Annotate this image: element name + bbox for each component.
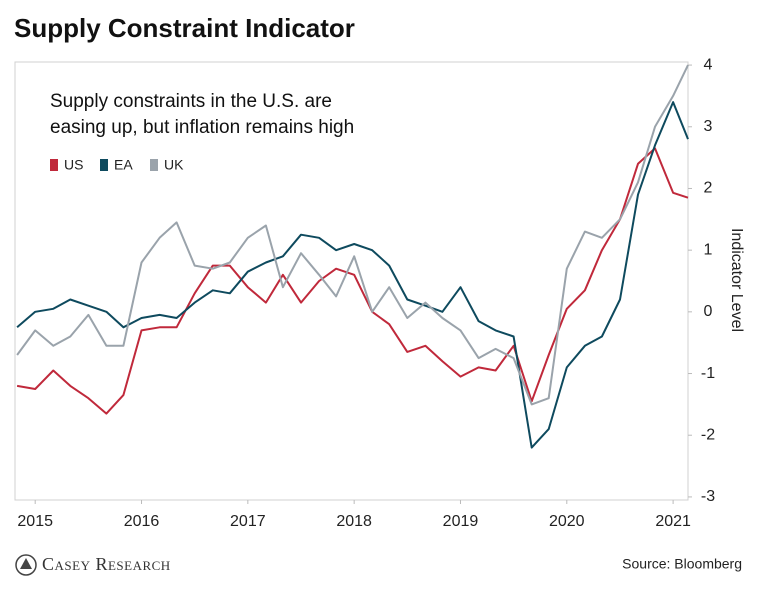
legend-label: EA bbox=[114, 157, 133, 173]
series-line bbox=[16, 147, 689, 415]
legend-label: UK bbox=[164, 157, 184, 173]
y-tick-label: 1 bbox=[704, 241, 713, 258]
x-tick-label: 2016 bbox=[124, 513, 160, 530]
annotation: easing up, but inflation remains high bbox=[50, 117, 354, 138]
y-tick-label: 2 bbox=[704, 180, 713, 197]
chart-title: Supply Constraint Indicator bbox=[14, 13, 355, 43]
series-line bbox=[16, 64, 689, 406]
brand: Casey Research bbox=[42, 554, 171, 574]
plot-frame bbox=[14, 61, 689, 501]
y-axis-label: Indicator Level bbox=[728, 228, 745, 332]
annotation: Supply constraints in the U.S. are bbox=[50, 91, 332, 112]
y-tick-label: 0 bbox=[704, 303, 713, 320]
y-tick-label: -2 bbox=[701, 426, 715, 443]
x-tick-label: 2015 bbox=[17, 513, 53, 530]
x-tick-label: 2021 bbox=[655, 513, 691, 530]
x-tick-label: 2017 bbox=[230, 513, 266, 530]
y-tick-label: 4 bbox=[704, 56, 713, 73]
legend-swatch bbox=[50, 159, 58, 171]
x-tick-label: 2018 bbox=[336, 513, 372, 530]
y-tick-label: 3 bbox=[704, 118, 713, 135]
legend-swatch bbox=[150, 159, 158, 171]
legend-label: US bbox=[64, 157, 83, 173]
series-line bbox=[16, 101, 689, 449]
x-tick-label: 2019 bbox=[443, 513, 479, 530]
logo-icon bbox=[15, 554, 37, 576]
y-tick-label: -1 bbox=[701, 365, 715, 382]
legend-swatch bbox=[100, 159, 108, 171]
y-tick-label: -3 bbox=[701, 488, 715, 505]
x-tick-label: 2020 bbox=[549, 513, 585, 530]
source: Source: Bloomberg bbox=[622, 556, 742, 572]
